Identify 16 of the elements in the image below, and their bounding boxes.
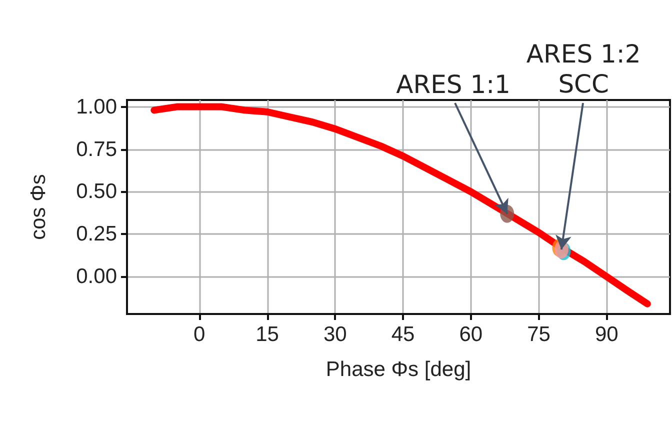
- x-tick-label: 90: [594, 323, 618, 346]
- x-tick-label: 15: [256, 323, 279, 346]
- annotation: ARES 1:2 SCC: [526, 40, 641, 99]
- x-tick-label: 0: [194, 323, 206, 346]
- y-tick-label: 1.00: [76, 95, 117, 118]
- x-tick-label: 60: [459, 323, 483, 346]
- y-tick-label: 0.50: [76, 180, 117, 204]
- x-axis-title: Phase Φs [deg]: [326, 358, 472, 381]
- x-tick-label: 45: [391, 323, 415, 346]
- y-tick-label: 0.00: [76, 265, 117, 288]
- y-tick-label: 0.25: [76, 222, 117, 246]
- annotation: ARES 1:1: [396, 70, 510, 99]
- y-tick-label: 0.75: [76, 138, 117, 161]
- x-tick-label: 75: [527, 323, 550, 346]
- y-axis-title: cos Φs: [27, 174, 50, 240]
- x-tick-label: 30: [323, 323, 347, 346]
